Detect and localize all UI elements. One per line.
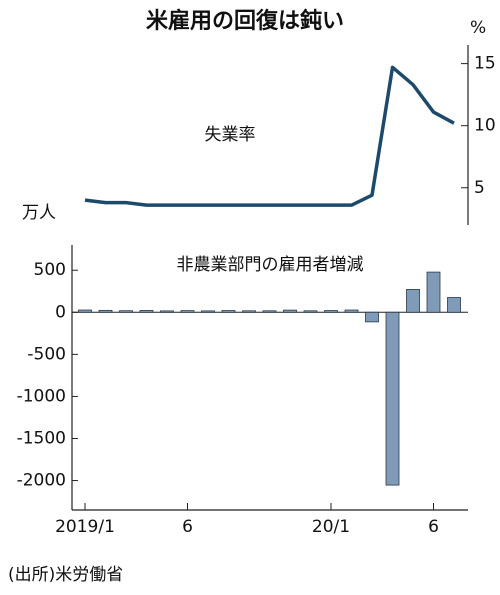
bar bbox=[344, 309, 359, 313]
x-tick-label: 6 bbox=[428, 517, 439, 537]
bar bbox=[426, 271, 441, 313]
y-tick-label: 10 bbox=[474, 116, 496, 136]
bar bbox=[365, 311, 379, 323]
bar bbox=[78, 309, 92, 313]
bar bbox=[242, 310, 256, 313]
y-tick-label: -1000 bbox=[17, 386, 66, 406]
y-tick-label: -2000 bbox=[17, 471, 66, 491]
bar bbox=[180, 310, 195, 313]
y-tick-label: 500 bbox=[34, 260, 66, 280]
y-tick-label: 15 bbox=[474, 54, 496, 74]
bar bbox=[324, 310, 338, 313]
y-unit: % bbox=[470, 18, 486, 38]
bar bbox=[303, 310, 318, 313]
bar bbox=[201, 310, 215, 313]
chart-title: 米雇用の回復は鈍い bbox=[146, 8, 344, 34]
y-tick-label: 0 bbox=[55, 302, 66, 322]
series-label: 失業率 bbox=[205, 125, 256, 145]
source: (出所)米労働省 bbox=[8, 565, 123, 585]
bar bbox=[139, 310, 154, 313]
bar bbox=[385, 311, 400, 486]
bar bbox=[262, 310, 277, 313]
x-tick-label: 2019/1 bbox=[55, 517, 115, 537]
y-tick-label: -1500 bbox=[17, 428, 66, 448]
bar bbox=[160, 310, 174, 313]
y-tick-label: -500 bbox=[27, 344, 66, 364]
x-tick-label: 20/1 bbox=[312, 517, 350, 537]
bar bbox=[221, 310, 236, 313]
bar bbox=[406, 289, 420, 313]
bar bbox=[119, 310, 133, 313]
bar bbox=[447, 297, 461, 313]
line bbox=[84, 65, 455, 207]
y-unit: 万人 bbox=[22, 203, 56, 223]
bar bbox=[283, 309, 297, 313]
bar bbox=[98, 309, 113, 313]
x-tick-label: 6 bbox=[182, 517, 193, 537]
y-tick-label: 5 bbox=[474, 178, 485, 198]
chart-title: 非農業部門の雇用者増減 bbox=[177, 255, 364, 275]
